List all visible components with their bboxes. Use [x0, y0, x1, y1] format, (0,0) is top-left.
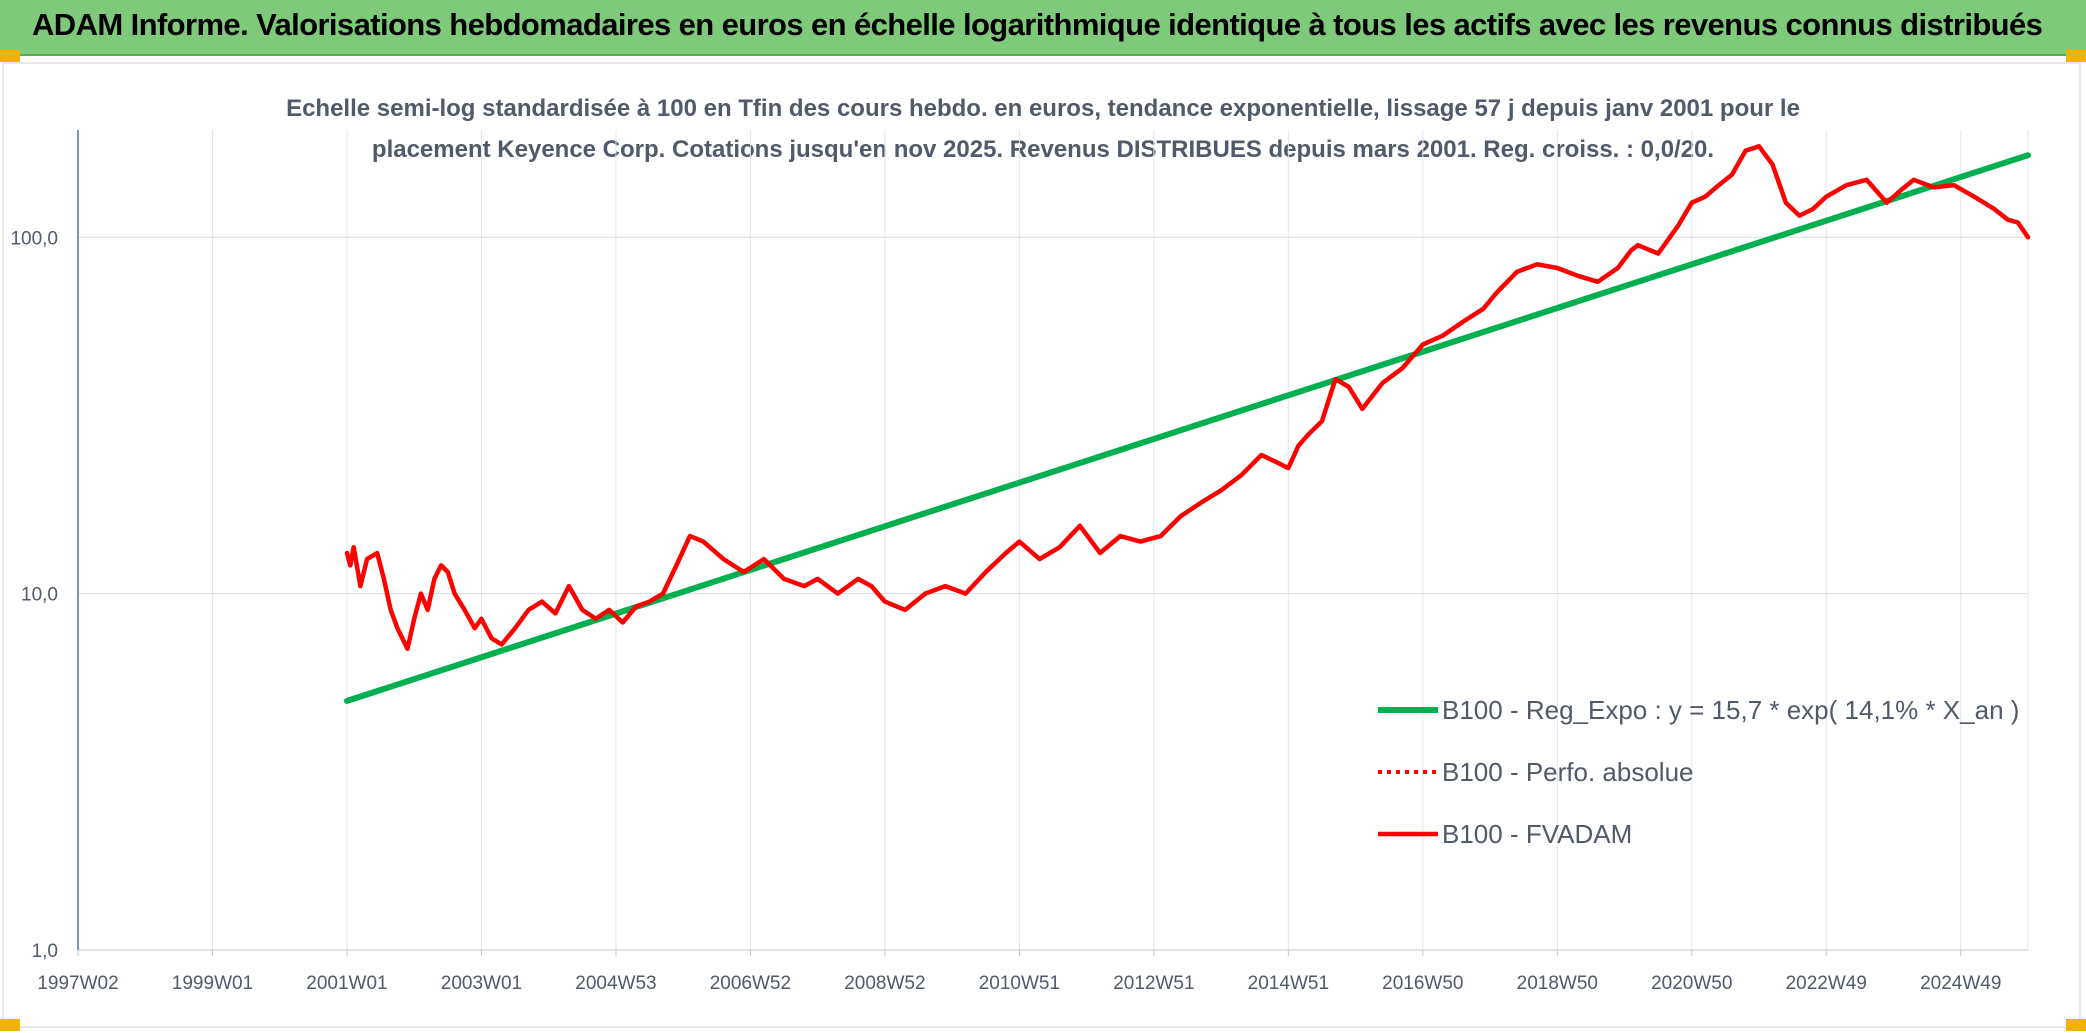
series [344, 144, 2031, 704]
chart-title-line-2: placement Keyence Corp. Cotations jusqu'… [372, 136, 1714, 163]
x-tick-label: 2024W49 [1920, 973, 2001, 994]
chart-title-line-1: Echelle semi-log standardisée à 100 en T… [286, 95, 1800, 122]
x-tick-label: 2012W51 [1113, 973, 1194, 994]
x-tick-label: 2020W50 [1651, 973, 1732, 994]
y-tick-label: 1,0 [32, 941, 58, 962]
x-tick-label: 2022W49 [1786, 973, 1867, 994]
x-tick-label: 2010W51 [979, 973, 1060, 994]
legend-label: B100 - FVADAM [1442, 819, 1632, 849]
axes: 1,0 10,0 100,0 1997W02 1999W01 2001W01 2003W01… [10, 130, 2028, 994]
corner-accent-right [2066, 50, 2086, 62]
legend-label: B100 - Reg_Expo : y = 15,7 * exp( 14,1% … [1442, 695, 2019, 725]
x-tick-label: 2003W01 [441, 973, 522, 994]
chart-frame [2, 62, 2081, 1028]
legend-label: B100 - Perfo. absolue [1442, 757, 1694, 787]
x-tick-label: 2006W52 [710, 973, 791, 994]
x-tick-label: 2008W52 [844, 973, 925, 994]
corner-accent-bottom-right [2066, 1019, 2086, 1031]
corner-accent-left [0, 50, 20, 62]
x-tick-label: 2004W53 [575, 973, 656, 994]
series-line-b100-reg-expo-y-15-7-exp-14-1-x-an [344, 152, 2031, 704]
legend: B100 - Reg_Expo : y = 15,7 * exp( 14,1% … [1378, 695, 2019, 849]
header-bar: ADAM Informe. Valorisations hebdomadaire… [0, 0, 2086, 62]
x-tick-label: 1997W02 [37, 973, 118, 994]
y-tick-label: 10,0 [21, 585, 58, 606]
corner-accent-bottom-left [0, 1019, 20, 1031]
series-line-b100-fvadam [344, 144, 2031, 652]
report-title: ADAM Informe. Valorisations hebdomadaire… [32, 7, 2043, 42]
x-tick-label: 2001W01 [306, 973, 387, 994]
x-tick-label: 1999W01 [172, 973, 253, 994]
y-tick-label: 100,0 [10, 228, 58, 249]
x-tick-label: 2016W50 [1382, 973, 1463, 994]
x-tick-label: 2014W51 [1248, 973, 1329, 994]
x-tick-label: 2018W50 [1517, 973, 1598, 994]
